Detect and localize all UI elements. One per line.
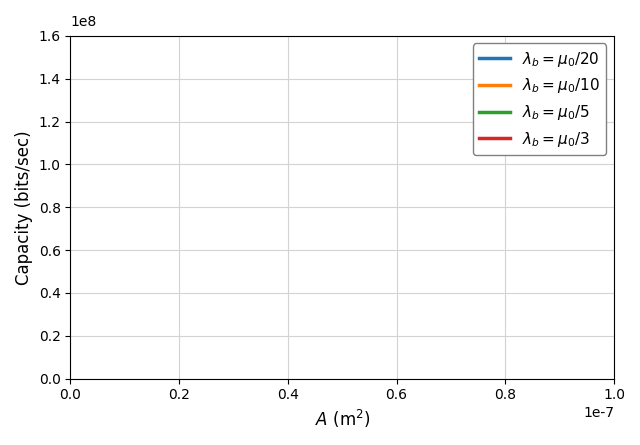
X-axis label: $A$ (m$^2$): $A$ (m$^2$) [314,408,370,430]
Text: 1e8: 1e8 [70,15,97,29]
Y-axis label: Capacity (bits/sec): Capacity (bits/sec) [15,130,33,284]
Legend: $\lambda_b = \mu_0/20$, $\lambda_b = \mu_0/10$, $\lambda_b = \mu_0/5$, $\lambda_: $\lambda_b = \mu_0/20$, $\lambda_b = \mu… [474,44,606,154]
Text: 1e-7: 1e-7 [583,406,614,420]
